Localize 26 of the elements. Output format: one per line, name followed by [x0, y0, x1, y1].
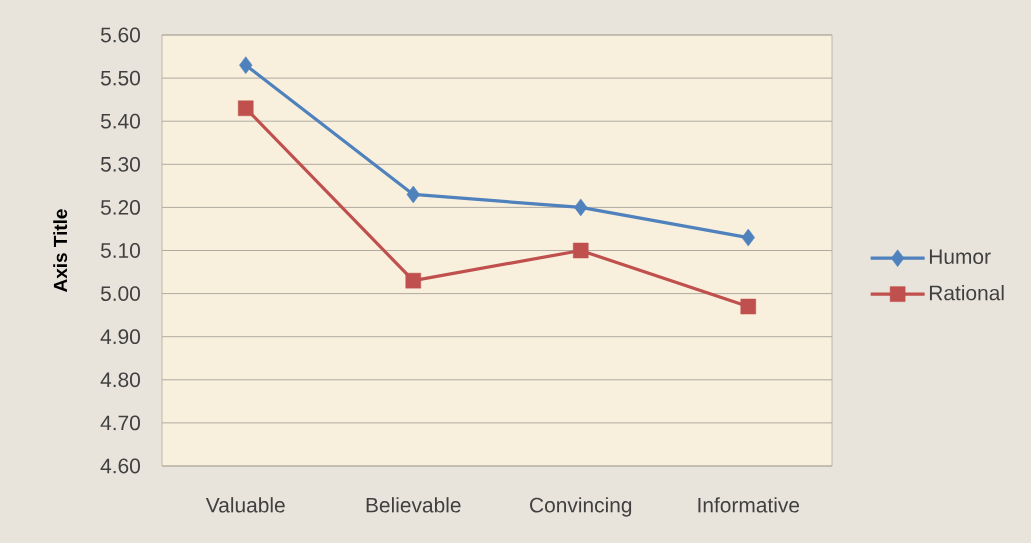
y-tick-label: 4.70: [100, 415, 140, 431]
y-tick-label: 4.90: [100, 329, 140, 345]
point: [573, 242, 589, 259]
x-tick-label: Informative: [698, 497, 800, 513]
y-axis-title: Axis Title: [53, 209, 68, 292]
y-tick-label: 5.30: [100, 156, 140, 172]
point: [239, 56, 253, 74]
legend-label: Humor: [929, 249, 991, 265]
point: [740, 298, 756, 315]
y-tick-label: 5.40: [100, 113, 140, 129]
x-tick-label: Convincing: [530, 497, 632, 517]
y-tick-label: 4.80: [100, 372, 140, 388]
y-tick-label: 5.00: [100, 286, 140, 301]
y-tick-label: 5.60: [100, 27, 140, 43]
point: [741, 228, 755, 247]
point: [406, 185, 420, 204]
x-tick-label: Valuable: [205, 497, 285, 513]
y-tick-label: 5.50: [100, 70, 140, 86]
y-tick-label: 4.60: [100, 458, 140, 474]
point: [574, 198, 588, 217]
y-tick-label: 5.10: [100, 243, 140, 258]
y-tick-label: 5.20: [100, 199, 140, 215]
point: [238, 100, 254, 117]
point: [405, 272, 421, 289]
legend-label: Rational: [929, 284, 1004, 301]
x-tick-label: Believable: [366, 497, 461, 513]
